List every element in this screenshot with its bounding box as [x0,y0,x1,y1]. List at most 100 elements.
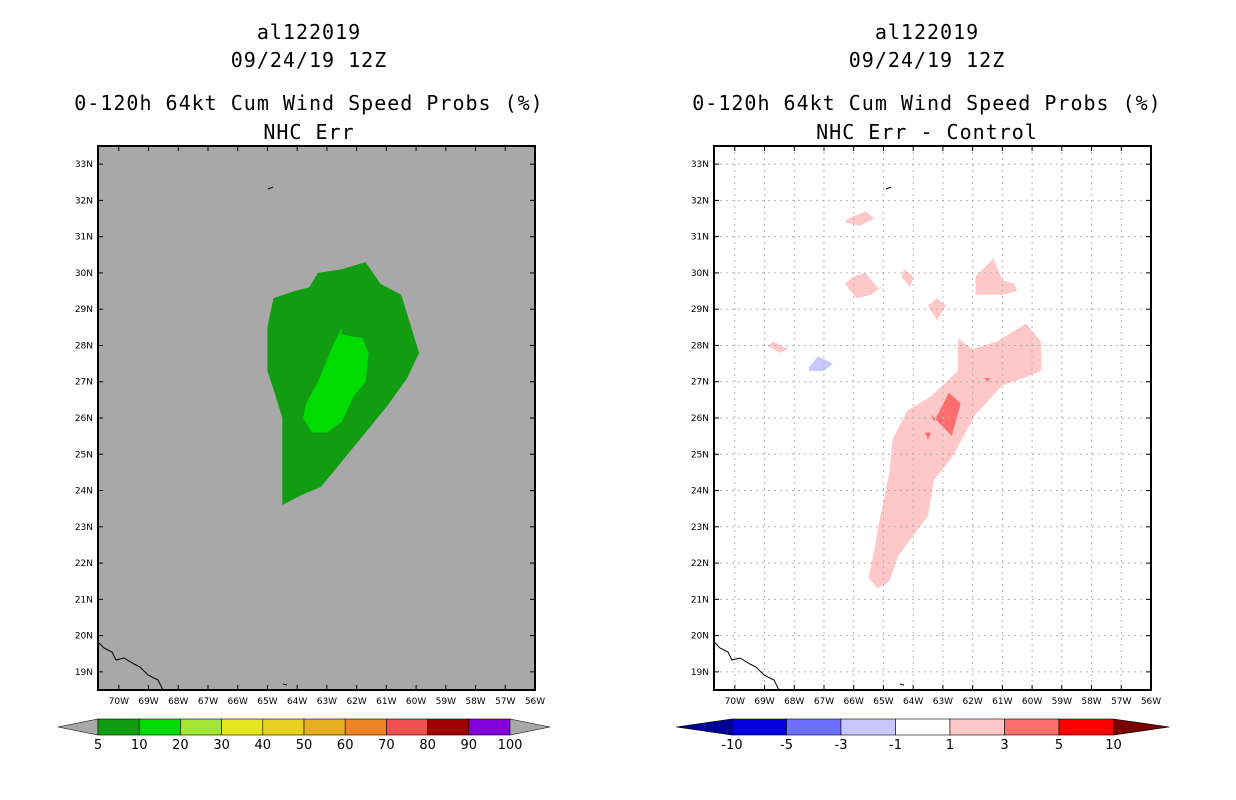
y-tick-label: 27N [691,378,709,388]
x-tick-label: 66W [228,697,248,707]
y-tick-label: 22N [691,559,709,569]
y-tick-label: 32N [691,196,709,206]
x-tick-label: 70W [725,697,745,707]
y-tick-label: 22N [75,559,93,569]
y-tick-label: 28N [691,341,709,351]
colorbar-swatch [1004,718,1060,736]
colorbar-swatch [180,718,222,736]
colorbar-swatch [468,718,511,736]
y-tick-label: 25N [75,450,93,460]
prob-10-20 [303,327,369,433]
probability-regions [267,262,420,505]
colorbar-arrow-left [57,718,99,736]
x-tick-label: 56W [525,697,545,707]
diff-1-3-main [868,323,1041,589]
colorbar-swatch [303,718,346,736]
diff-1-3-north-c [844,211,875,226]
x-tick-label: 61W [992,697,1012,707]
x-tick-label: 67W [814,697,834,707]
x-tick-label: 58W [465,697,485,707]
x-tick-label: 62W [346,697,366,707]
y-tick-label: 19N [691,668,709,678]
y-tick-label: 28N [75,341,93,351]
right-panel: al122019 09/24/19 12Z 0-120h 64kt Cum Wi… [618,0,1236,800]
colorbar-label: 20 [172,738,189,753]
x-tick-label: 70W [109,697,129,707]
y-tick-label: 29N [691,305,709,315]
x-tick-label: 63W [317,697,337,707]
colorbar-swatch [221,718,264,736]
coastline-islet [899,683,905,686]
map-area [713,145,1152,691]
colorbar-label: 50 [296,738,313,753]
grid-lines [714,146,1151,690]
coastline-island [97,641,164,691]
colorbar-arrow-right [1113,718,1170,736]
y-tick-label: 30N [75,269,93,279]
colorbar-swatch [895,718,951,736]
colorbar-label: -3 [835,738,848,753]
colorbar-label: 5 [94,738,102,753]
diff-1-3-west [767,341,789,353]
x-tick-label: 66W [844,697,864,707]
y-tick-label: 25N [691,450,709,460]
colorbar-arrow-right [509,718,551,736]
y-tick-label: 30N [691,269,709,279]
colorbar-swatch [138,718,181,736]
y-tick-label: 23N [75,523,93,533]
coastline-islet [267,186,274,190]
colorbar-label: 30 [213,738,230,753]
x-tick-label: 64W [287,697,307,707]
colorbar-label: 60 [337,738,354,753]
colorbar-label: 70 [378,738,395,753]
x-axis-ticks: 70W 69W 68W 67W 66W 65W 64W 63W 62W 61W 60W 59W 58W 5… [725,146,1161,707]
y-axis-ticks: 33N 32N 31N 30N 29N 28N 27N 26N 25N 24N 23N 22N 21N 2… [75,160,535,678]
colorbar-label: 5 [1055,738,1063,753]
colorbar-swatch [427,718,470,736]
x-tick-label: 60W [406,697,426,707]
colorbar-swatch [786,718,842,736]
x-tick-label: 56W [1141,697,1161,707]
diff-3-5-b [925,432,931,440]
y-tick-label: 26N [691,414,709,424]
colorbar: 5 10 20 30 40 50 60 70 80 90 100 [57,718,551,753]
left-panel: al122019 09/24/19 12Z 0-120h 64kt Cum Wi… [57,20,551,753]
y-tick-label: 23N [691,523,709,533]
colorbar-label: 40 [255,738,272,753]
chart-canvas: 33N 32N 31N 30N 29N 28N 27N 26N 25N 24N 23N 22N 21N 2… [675,145,1170,753]
diff-1-3-north-a [844,272,893,299]
y-axis-ticks: 33N 32N 31N 30N 29N 28N 27N 26N 25N 24N 23N 22N 21N 2… [691,160,1151,678]
coastline-islet [885,186,892,190]
colorbar-arrow-left [675,718,733,736]
x-tick-label: 58W [1081,697,1101,707]
y-tick-label: 24N [691,487,709,497]
colorbar-swatch [386,718,428,736]
colorbar-label: -5 [780,738,793,753]
colorbar: -10 -5 -3 -1 1 3 5 10 [675,718,1170,753]
y-tick-label: 21N [75,595,93,605]
diff-1-3-north-e [901,269,914,288]
diff-neg-1-3 [809,356,833,371]
colorbar-label: 90 [461,738,478,753]
colorbar-label: 80 [419,738,436,753]
y-tick-label: 29N [75,305,93,315]
y-tick-label: 33N [75,160,93,170]
forecast-date: 09/24/19 12Z [230,48,388,72]
x-tick-label: 68W [168,697,188,707]
x-tick-label: 60W [1022,697,1042,707]
coastline-island [713,641,780,691]
x-tick-label: 57W [495,697,515,707]
x-tick-label: 59W [1052,697,1072,707]
x-tick-label: 57W [1111,697,1131,707]
storm-id: al122019 [256,20,362,44]
x-tick-label: 68W [784,697,804,707]
y-tick-label: 20N [75,632,93,642]
chart-subtitle: NHC Err [263,120,355,144]
colorbar-label: 10 [1105,738,1122,753]
y-tick-label: 24N [75,487,93,497]
y-tick-label: 21N [691,595,709,605]
colorbar-swatch [1058,718,1114,736]
chart-title: 0-120h 64kt Cum Wind Speed Probs (%) [692,91,1162,115]
colorbar-swatch [840,718,896,736]
y-tick-label: 31N [691,233,709,243]
